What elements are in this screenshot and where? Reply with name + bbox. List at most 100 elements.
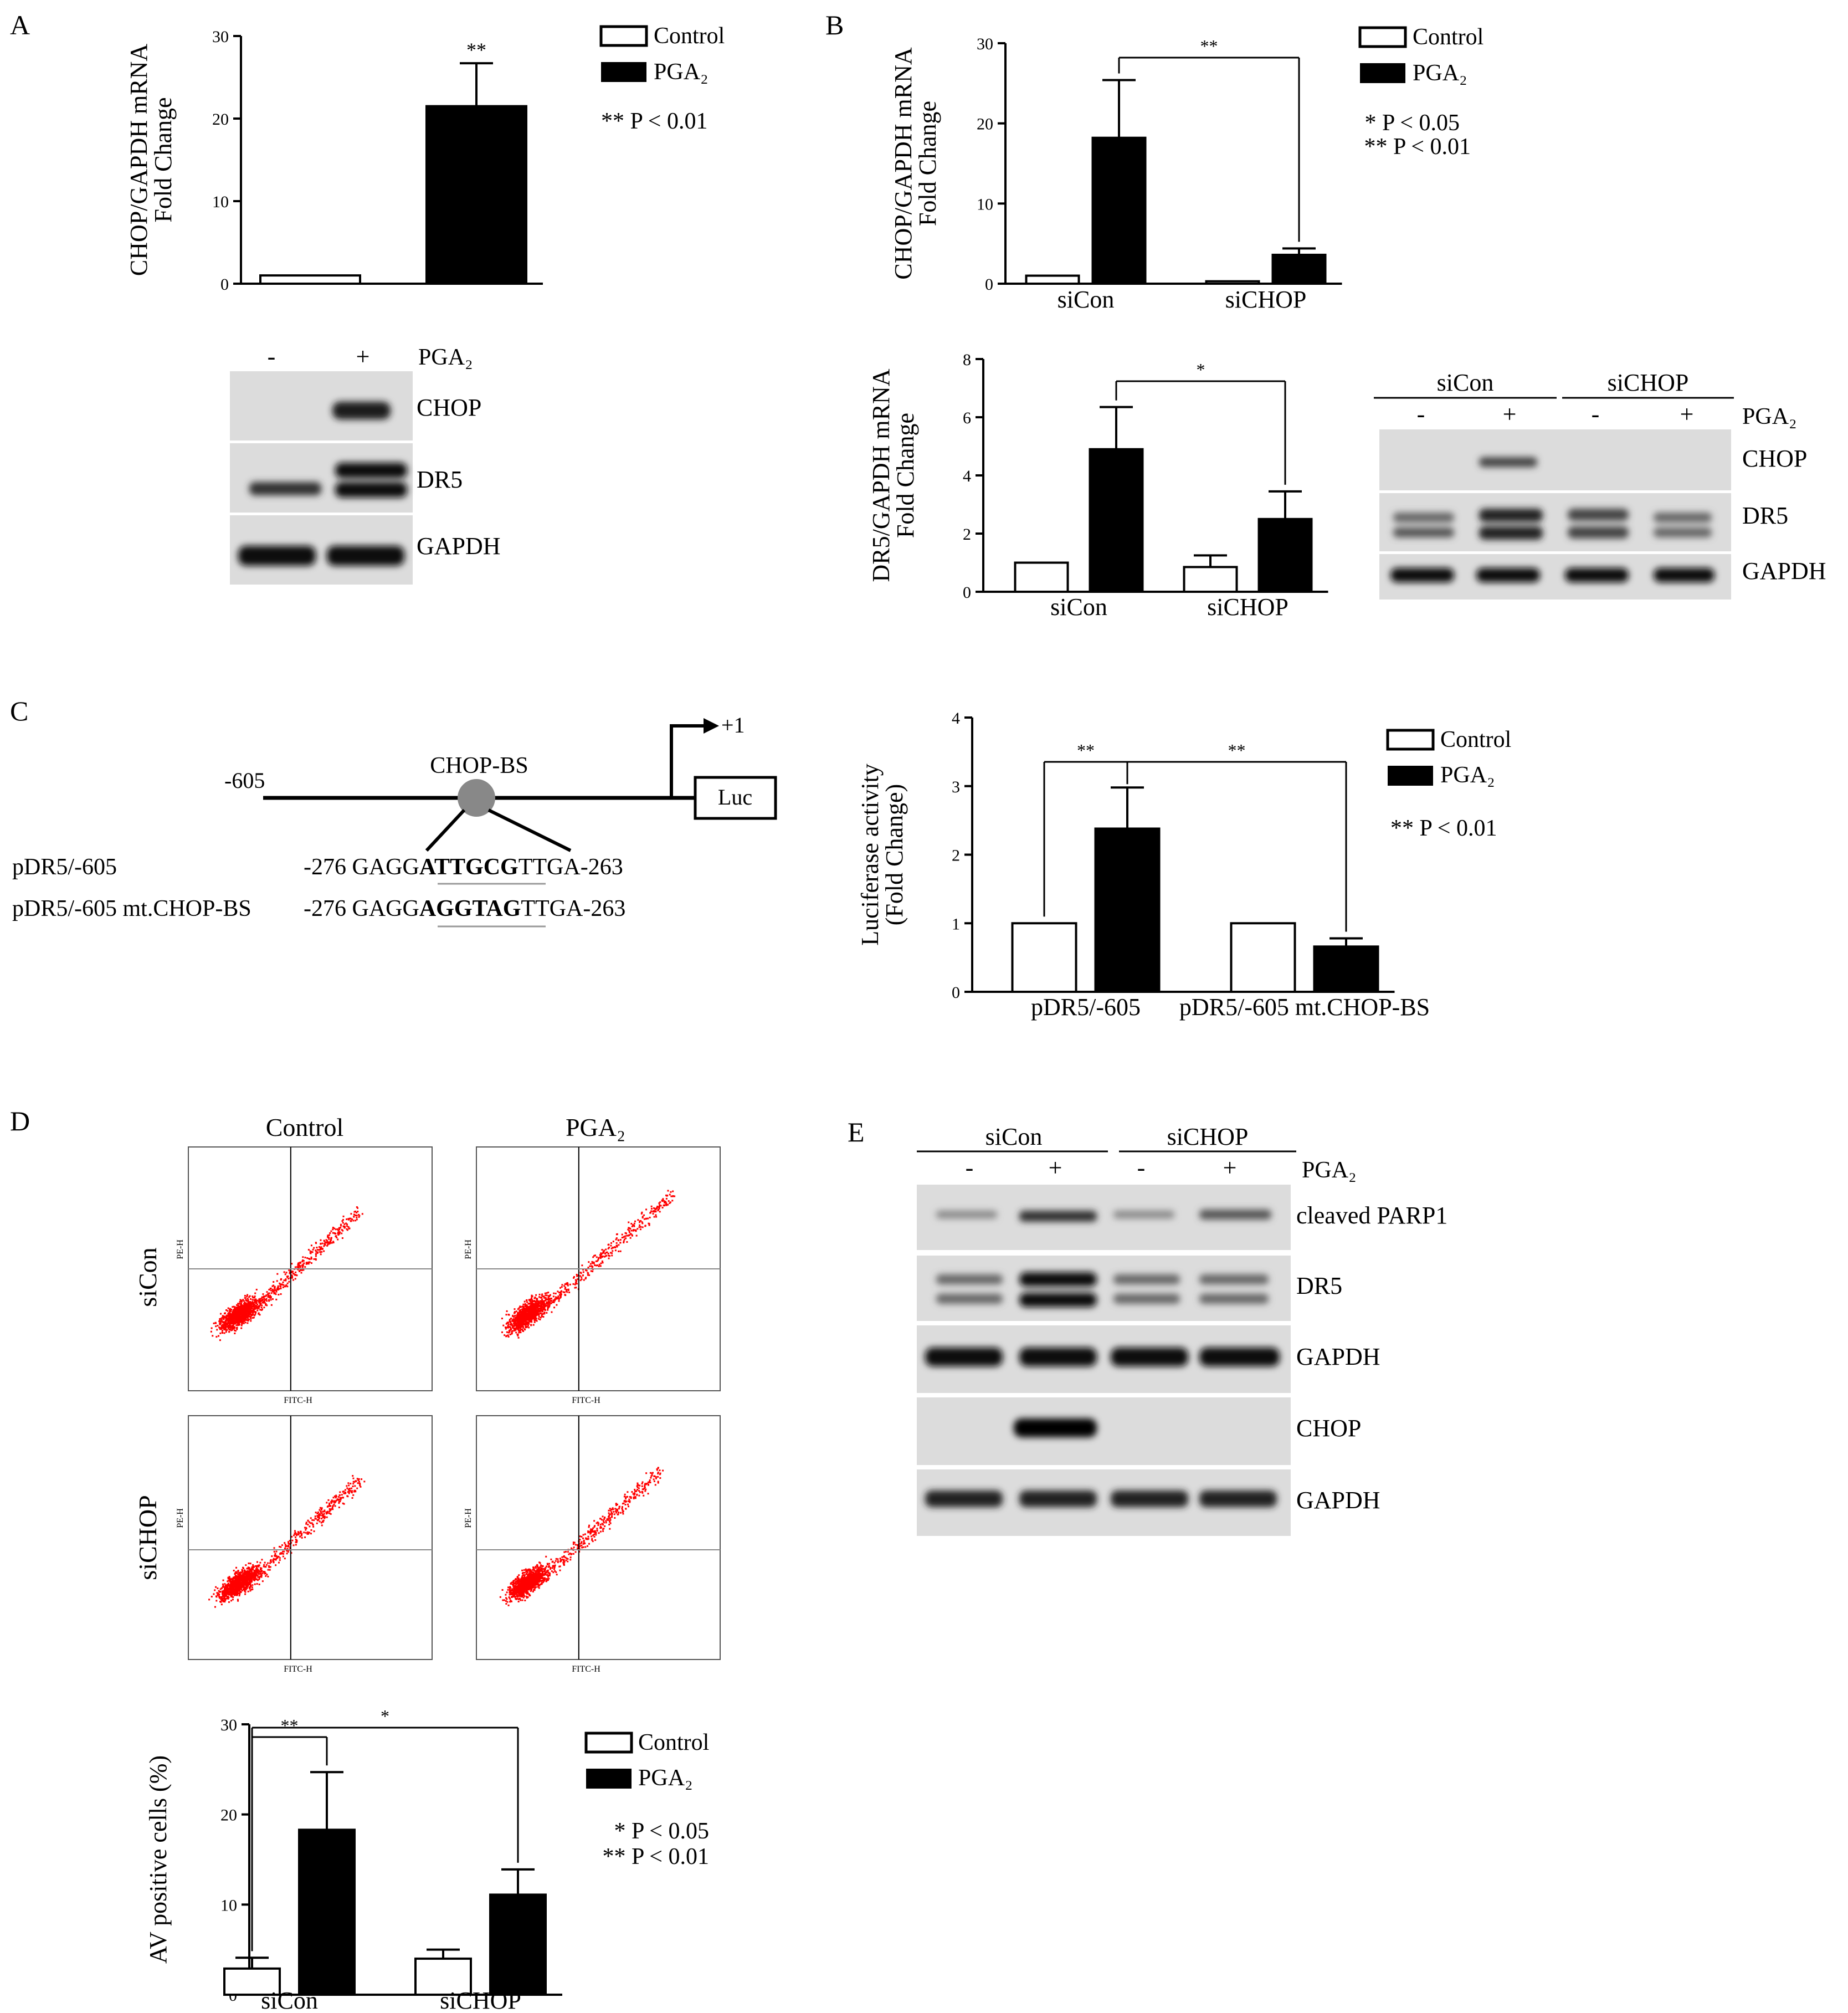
bar-treatment (1091, 136, 1147, 285)
seq-suffix: TTGA-263 (519, 854, 623, 880)
promoter-diagram: -605 CHOP-BS +1 Luc pDR5/-605 pDR5/-605 … (12, 713, 777, 928)
y-tick-label: 30 (220, 1716, 237, 1734)
flow-scatter-dots (208, 1475, 366, 1608)
treatment-label: PGA₂ (1302, 1157, 1357, 1183)
y-axis-label-line: DR5/GAPDH mRNA (867, 368, 895, 582)
blot-band (1111, 1490, 1188, 1507)
y-axis-label: DR5/GAPDH mRNAFold Change (867, 368, 919, 582)
legend-label-control: Control (1440, 727, 1511, 752)
blot-band (327, 546, 404, 566)
group-label: siCHOP (1167, 1123, 1249, 1150)
legend-note: ** P < 0.01 (603, 1844, 710, 1869)
y-tick-label: 2 (952, 847, 960, 865)
bar-treatment (489, 1893, 547, 1996)
significance-marker: ** (281, 1715, 299, 1735)
lane-label: + (356, 343, 370, 370)
blot-band (936, 1294, 1003, 1304)
y-tick-label: 0 (952, 984, 960, 1002)
bar-treatment (1271, 253, 1327, 285)
reporter-box (694, 776, 777, 820)
construct-name-mt: pDR5/-605 mt.CHOP-BS (12, 896, 251, 921)
bar-treatment (1094, 827, 1161, 993)
lane-label: - (268, 343, 276, 370)
y-tick-label: 3 (952, 778, 960, 796)
blot-band (1019, 1293, 1097, 1307)
blot-band (1568, 509, 1629, 521)
significance-marker: * (381, 1706, 389, 1726)
y-tick-label: 1 (952, 915, 960, 933)
legend-swatch-control (1386, 729, 1435, 751)
blot-band (1654, 568, 1714, 582)
legend-swatch-control (599, 25, 648, 47)
blot-row-label: GAPDH (417, 532, 501, 560)
sequence-mt: -276 GAGGAGGTAGTTGA-263 (304, 896, 625, 921)
legend-d: Control PGA₂ * P < 0.05 ** P < 0.01 (584, 1730, 710, 1869)
blot-band (1654, 513, 1712, 523)
significance-marker: ** (1228, 740, 1246, 760)
blot-band (1565, 568, 1629, 582)
flow-y-axis-label: PE-H (176, 1508, 185, 1528)
lane-label: - (1137, 1154, 1146, 1181)
legend-label-control: Control (1413, 24, 1483, 50)
legend-label-treat: PGA₂ (1413, 60, 1467, 86)
legend-note: ** P < 0.01 (601, 109, 708, 134)
flow-plot-frame (188, 1415, 433, 1660)
bar-treatment (425, 105, 527, 285)
treatment-label: PGA₂ (1742, 404, 1797, 429)
flow-column-label: PGA₂ (566, 1113, 625, 1141)
blot-strip (1379, 429, 1731, 490)
blot-band (1113, 1211, 1174, 1218)
y-axis-label-line: CHOP/GAPDH mRNA (125, 44, 152, 276)
significance-marker: * (1197, 360, 1205, 380)
blot-band (249, 482, 321, 495)
legend-b: Control PGA₂ * P < 0.05 ** P < 0.01 (1358, 24, 1483, 160)
chart-a: 0 10 20 30 CHOP/GAPDH mRNAFold Change ** (125, 28, 543, 294)
x-category-label: pDR5/-605 mt.CHOP-BS (1179, 993, 1430, 1021)
flow-y-axis-label: PE-H (464, 1239, 473, 1259)
sequence-wt: -276 GAGGATTGCGTTGA-263 (304, 854, 623, 880)
bar-control (1014, 561, 1069, 593)
chart-b2: 0 2 4 6 8 DR5/GAPDH mRNAFold Change siCon siCHO… (867, 351, 1328, 621)
x-category-label: siCHOP (440, 1987, 521, 2013)
flow-x-axis-label: FITC-H (284, 1396, 312, 1405)
y-tick-label: 10 (212, 193, 229, 211)
lane-label: - (966, 1154, 974, 1181)
panel-letter-b: B (825, 9, 844, 40)
y-tick-label: 8 (963, 351, 971, 369)
flow-row-label: siCHOP (134, 1495, 162, 1580)
flow-x-axis-label: FITC-H (572, 1664, 600, 1674)
flow-x-axis-label: FITC-H (284, 1664, 312, 1674)
blot-band (1019, 1348, 1097, 1366)
blot-band (1390, 568, 1454, 582)
bar-control (1011, 922, 1077, 993)
panel-letter-a: A (10, 9, 30, 40)
blot-row-label: GAPDH (1296, 1487, 1380, 1514)
significance-marker: ** (1077, 740, 1095, 760)
blot-band (1113, 1294, 1180, 1304)
legend-label-treat: PGA₂ (1440, 762, 1495, 788)
blot-band (1479, 457, 1537, 467)
blot-band (1479, 509, 1543, 522)
chart-c: 0 1 2 3 4 Luciferase activity(Fold Change) pDR… (856, 709, 1430, 1021)
y-tick-label: 20 (977, 115, 993, 134)
flow-scatter-dots (501, 1190, 676, 1339)
reporter-label: Luc (718, 785, 752, 810)
site-callout-line (425, 808, 466, 852)
flow-row-label: siCon (134, 1247, 162, 1307)
panel-letter-c: C (10, 695, 28, 726)
seq-prefix: -276 GAGG (304, 896, 419, 921)
blot-row-label: GAPDH (1742, 557, 1826, 585)
blot-strip (917, 1397, 1291, 1465)
chart-d: 0102030AV positive cells (%)siConsiCHOP*… (145, 1706, 562, 2013)
legend-swatch-control (584, 1732, 633, 1754)
binding-site-marker (458, 779, 495, 817)
y-tick-label: 30 (212, 28, 229, 46)
y-axis-label-line: AV positive cells (%) (145, 1755, 172, 1964)
x-category-label: siCon (261, 1987, 318, 2013)
blot-band (1654, 527, 1712, 537)
flow-column-label: Control (266, 1113, 344, 1141)
y-axis-label-line: Luciferase activity (856, 764, 884, 946)
y-axis-label: AV positive cells (%) (145, 1755, 172, 1964)
blot-band (1199, 1294, 1269, 1304)
x-category-label: siCHOP (1207, 593, 1289, 621)
